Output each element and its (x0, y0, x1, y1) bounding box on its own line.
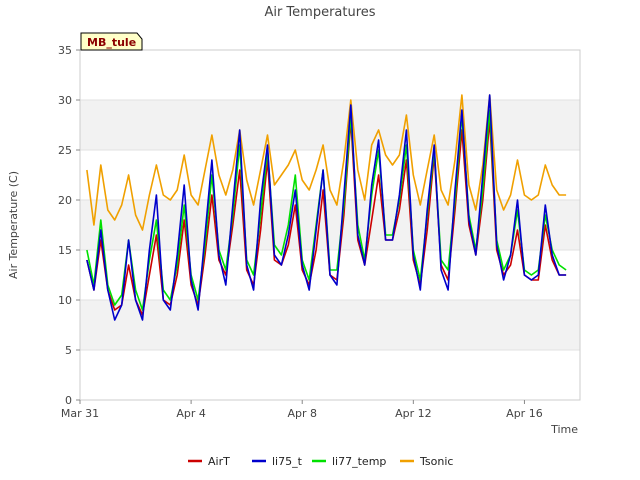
legend: AirT li75_t li77_temp Tsonic (188, 455, 453, 468)
x-axis-ticks: Mar 31 Apr 4 Apr 8 Apr 12 Apr 16 (61, 400, 543, 420)
y-tick-label: 15 (58, 244, 72, 257)
x-tick-label: Apr 12 (395, 407, 432, 420)
legend-item-li77-temp: li77_temp (312, 455, 386, 468)
y-tick-label: 0 (65, 394, 72, 407)
y-axis-label: Air Temperature (C) (7, 171, 20, 279)
y-tick-label: 10 (58, 294, 72, 307)
x-tick-label: Apr 16 (506, 407, 543, 420)
plot-band (80, 300, 580, 350)
site-badge: MB_tule (80, 32, 143, 51)
series-lines (86, 94, 567, 321)
site-label: MB_tule (87, 36, 136, 49)
legend-item-li75-t: li75_t (252, 455, 303, 468)
plot-band (80, 100, 580, 150)
x-tick-label: Apr 8 (287, 407, 317, 420)
series-line-li75-t (86, 94, 567, 321)
legend-label: Tsonic (419, 455, 453, 468)
x-tick-label: Mar 31 (61, 407, 99, 420)
legend-label: li77_temp (332, 455, 386, 468)
y-tick-label: 35 (58, 44, 72, 57)
y-tick-label: 5 (65, 344, 72, 357)
legend-item-tsonic: Tsonic (400, 455, 453, 468)
y-tick-label: 20 (58, 194, 72, 207)
legend-item-airt: AirT (188, 455, 230, 468)
plot-frame (79, 49, 581, 401)
chart-title: Air Temperatures (264, 5, 375, 20)
x-tick-label: Apr 4 (176, 407, 206, 420)
legend-label: AirT (208, 455, 230, 468)
y-tick-label: 25 (58, 144, 72, 157)
x-axis-label: Time (550, 423, 578, 436)
y-axis-ticks: 0 5 10 15 20 25 30 35 (58, 44, 80, 407)
y-tick-label: 30 (58, 94, 72, 107)
legend-label: li75_t (272, 455, 303, 468)
